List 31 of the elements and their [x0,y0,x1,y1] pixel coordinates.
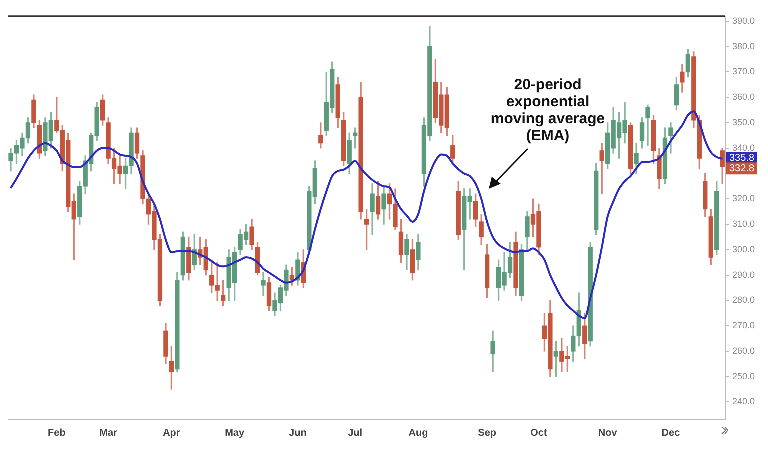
y-tick-label: 290.0 [732,270,756,280]
y-tick-label: 280.0 [732,295,756,306]
y-tick-label: 370.0 [732,66,756,77]
y-tick-label: 260.0 [732,346,756,356]
x-tick-label: May [225,428,245,439]
line-series [10,110,724,320]
y-tick-label: 360.0 [732,92,756,102]
y-tick-label: 270.0 [732,320,756,331]
x-tick-label: Apr [163,428,180,439]
y-tick-label: 340.0 [732,142,756,153]
y-tick-label: 310.0 [732,219,756,230]
y-tick-label: 300.0 [732,244,756,254]
y-tick-label: 240.0 [732,396,756,407]
annotation: 20-period exponential moving average (EMA) [490,76,606,145]
x-tick-label: Mar [100,428,118,439]
x-tick-label: Oct [530,428,548,439]
x-tick-label: Nov [598,428,618,439]
x-tick-label: Jun [289,428,307,439]
y-tick-label: 380.0 [732,41,756,52]
y-tick-label: 350.0 [732,117,756,128]
x-tick-label: Sep [478,428,496,439]
x-tick-label: Aug [408,428,428,439]
y-tick-label: 250.0 [732,371,756,382]
y-tick-label: 320.0 [732,194,756,204]
x-tick-label: Feb [48,428,66,439]
x-tick-label: Dec [662,428,681,439]
text: 332.8 [729,163,755,174]
y-tick-label: 390.0 [732,16,756,26]
candlestick [261,272,266,296]
text: 335.8 [729,152,755,164]
x-tick-label: Jul [348,428,363,439]
